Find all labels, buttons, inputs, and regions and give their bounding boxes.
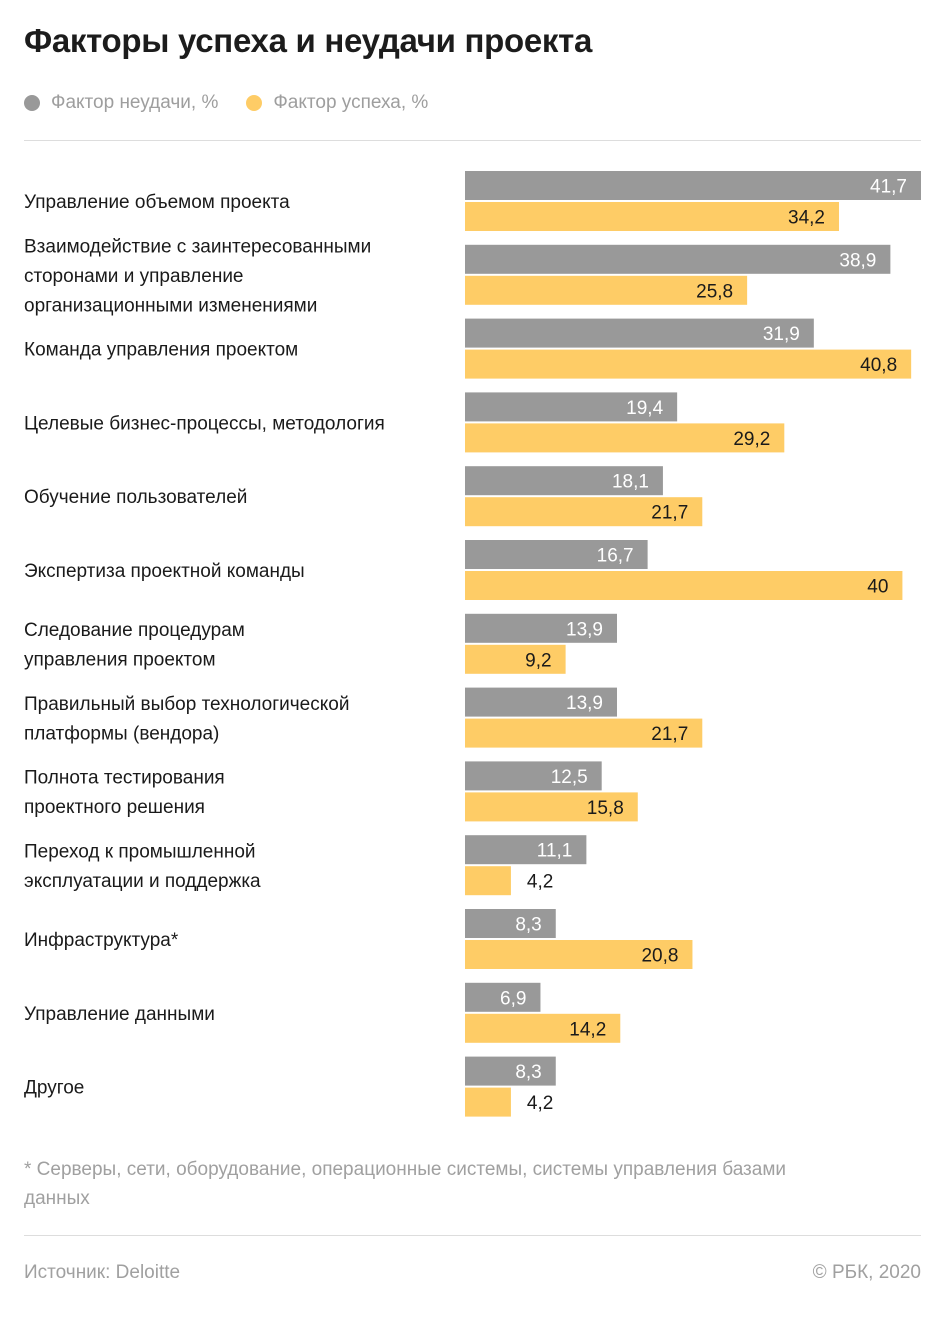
category-label: Команда управления проектом bbox=[24, 340, 298, 361]
bar-failure bbox=[465, 392, 678, 422]
value-label-failure: 18,1 bbox=[612, 472, 649, 493]
bar-failure bbox=[465, 540, 648, 569]
value-label-success: 34,2 bbox=[788, 208, 825, 229]
category-label: Инфраструктура* bbox=[24, 930, 179, 951]
bar-success bbox=[465, 423, 785, 453]
bar-failure bbox=[465, 982, 541, 1012]
bar-success bbox=[465, 202, 839, 231]
bar-success bbox=[465, 275, 748, 305]
bar-failure bbox=[465, 1056, 556, 1086]
category-label: Управление объемом проекта bbox=[24, 192, 290, 213]
copyright: © РБК, 2020 bbox=[812, 1262, 921, 1283]
bar-success bbox=[465, 792, 638, 822]
footnote: * Серверы, сети, оборудование, операцион… bbox=[24, 1159, 787, 1209]
bar-failure bbox=[465, 835, 587, 865]
value-label-success: 40 bbox=[867, 577, 888, 598]
bar-failure bbox=[465, 687, 617, 717]
value-label-failure: 13,9 bbox=[566, 619, 603, 640]
value-label-failure: 8,3 bbox=[515, 915, 541, 936]
value-label-failure: 19,4 bbox=[626, 398, 663, 419]
category-label: сторонами и управление bbox=[24, 266, 244, 287]
bar-success bbox=[465, 349, 912, 379]
value-label-failure: 31,9 bbox=[763, 324, 800, 345]
bar-failure bbox=[465, 171, 921, 200]
bar-failure bbox=[465, 761, 602, 791]
legend: Фактор неудачи, % Фактор успеха, % bbox=[24, 90, 456, 116]
value-label-failure: 6,9 bbox=[500, 988, 526, 1009]
value-label-failure: 13,9 bbox=[566, 693, 603, 714]
chart-title: Факторы успеха и неудачи проекта bbox=[24, 22, 592, 59]
legend-swatch-success bbox=[246, 95, 263, 111]
legend-swatch-failure bbox=[24, 95, 40, 111]
value-label-success: 4,2 bbox=[527, 872, 553, 893]
category-label: эксплуатации и поддержка bbox=[24, 871, 261, 892]
bar-failure bbox=[465, 909, 556, 938]
value-label-failure: 8,3 bbox=[515, 1062, 541, 1083]
source-note: Источник: Deloitte bbox=[24, 1262, 181, 1283]
category-label: Другое bbox=[24, 1078, 84, 1099]
bottom-divider bbox=[24, 1235, 921, 1236]
value-label-success: 14,2 bbox=[569, 1019, 606, 1040]
bar-failure bbox=[465, 244, 891, 274]
category-label: Следование процедурам bbox=[24, 620, 245, 641]
value-label-success: 9,2 bbox=[525, 650, 551, 671]
value-label-success: 4,2 bbox=[527, 1093, 553, 1114]
value-label-failure: 16,7 bbox=[597, 546, 634, 567]
category-label: Переход к промышленной bbox=[24, 841, 256, 862]
value-label-success: 20,8 bbox=[641, 946, 678, 967]
category-label: Управление данными bbox=[24, 1004, 215, 1025]
bar-failure bbox=[465, 466, 663, 496]
bar-success bbox=[465, 940, 693, 969]
bar-failure bbox=[465, 613, 617, 643]
value-label-failure: 12,5 bbox=[551, 767, 588, 788]
value-label-success: 25,8 bbox=[696, 281, 733, 302]
category-label: Правильный выбор технологической bbox=[24, 694, 349, 715]
value-label-success: 21,7 bbox=[651, 724, 688, 745]
legend-label-failure: Фактор неудачи, % bbox=[51, 92, 219, 113]
value-label-failure: 41,7 bbox=[870, 177, 907, 198]
value-label-success: 21,7 bbox=[651, 503, 688, 524]
category-label: Обучение пользователей bbox=[24, 487, 247, 508]
value-label-failure: 38,9 bbox=[839, 250, 876, 271]
value-label-success: 29,2 bbox=[733, 429, 770, 450]
value-label-success: 40,8 bbox=[860, 355, 897, 376]
top-divider bbox=[24, 140, 921, 141]
category-label: Взаимодействие с заинтересованными bbox=[24, 236, 371, 257]
bar-success bbox=[465, 866, 511, 896]
category-label: организационными изменениями bbox=[24, 295, 317, 316]
legend-label-success: Фактор успеха, % bbox=[273, 92, 429, 113]
value-label-failure: 11,1 bbox=[537, 841, 573, 862]
bar-success bbox=[465, 718, 703, 748]
category-label: Экспертиза проектной команды bbox=[24, 561, 305, 582]
category-label: управления проектом bbox=[24, 650, 216, 671]
category-label: платформы (вендора) bbox=[24, 723, 219, 744]
value-label-success: 15,8 bbox=[587, 798, 624, 819]
category-label: проектного решения bbox=[24, 797, 205, 818]
bar-success bbox=[465, 571, 903, 600]
bar-success bbox=[465, 497, 703, 527]
bar-success bbox=[465, 1013, 621, 1043]
bar-failure bbox=[465, 318, 814, 348]
bar-success bbox=[465, 644, 566, 674]
category-label: Полнота тестирования bbox=[24, 768, 225, 789]
bar-success bbox=[465, 1087, 511, 1117]
legend-item-failure: Фактор неудачи, % bbox=[24, 92, 218, 114]
category-label: Целевые бизнес-процессы, методология bbox=[24, 413, 385, 434]
legend-item-success: Фактор успеха, % bbox=[246, 92, 428, 114]
